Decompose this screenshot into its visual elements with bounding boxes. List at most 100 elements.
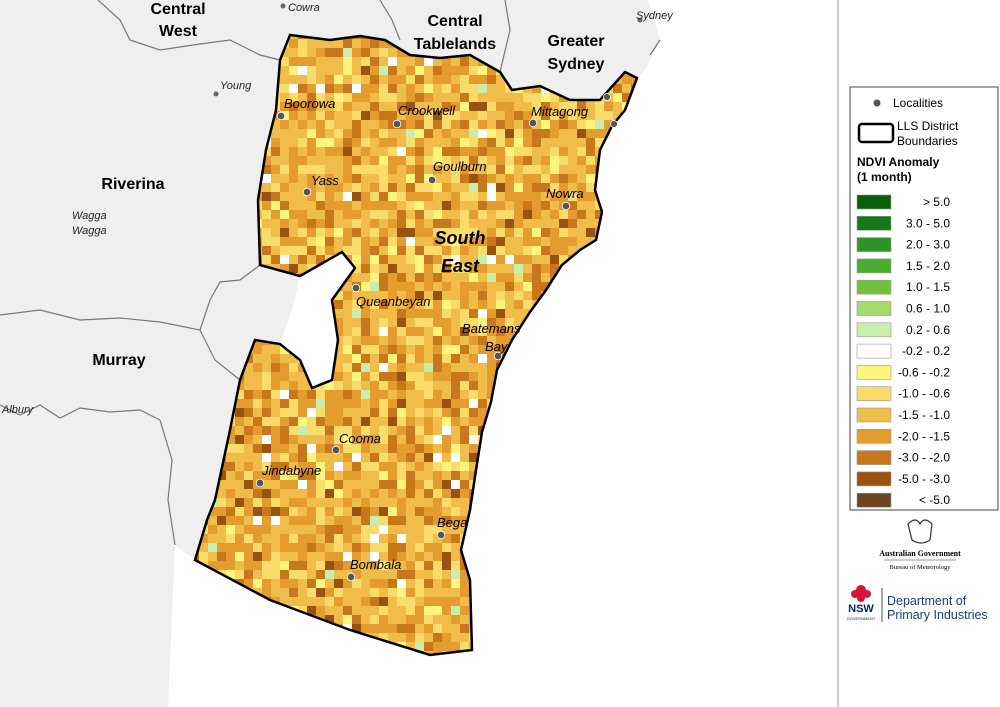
logo-text: Bureau of Meteorology (889, 564, 951, 571)
ndvi-cell (361, 93, 371, 103)
ndvi-cell (325, 498, 335, 508)
ndvi-cell (280, 165, 290, 175)
ndvi-cell (280, 192, 290, 202)
ndvi-cell (388, 291, 398, 301)
ndvi-cell (442, 453, 452, 463)
ndvi-cell (226, 516, 236, 526)
ndvi-cell (460, 210, 470, 220)
ndvi-cell (352, 588, 362, 598)
ndvi-cell (343, 552, 353, 562)
label-line: (1 month) (857, 170, 912, 184)
ndvi-cell (388, 246, 398, 256)
ndvi-cell (505, 147, 515, 157)
ndvi-cell (523, 219, 533, 229)
ndvi-cell (406, 516, 416, 526)
ndvi-cell (559, 255, 569, 265)
ndvi-cell (478, 255, 488, 265)
ndvi-cell (424, 57, 434, 67)
ndvi-cell (379, 345, 389, 355)
ndvi-cell (514, 309, 524, 319)
ndvi-cell (325, 480, 335, 490)
ndvi-cell (289, 57, 299, 67)
ndvi-cell (325, 390, 335, 400)
legend-locality-symbol (873, 99, 881, 107)
ndvi-cell (370, 543, 380, 553)
ndvi-cell (253, 426, 263, 436)
ndvi-cell (406, 300, 416, 310)
ndvi-cell (451, 120, 461, 130)
ndvi-cell (406, 192, 416, 202)
ndvi-cell (478, 291, 488, 301)
ndvi-cell (460, 444, 470, 454)
ndvi-cell (334, 147, 344, 157)
ndvi-cell (406, 552, 416, 562)
ndvi-cell (442, 381, 452, 391)
ndvi-cell (343, 129, 353, 139)
ndvi-cell (478, 120, 488, 130)
ndvi-cell (289, 75, 299, 85)
ndvi-cell (226, 480, 236, 490)
ndvi-cell (424, 480, 434, 490)
ndvi-cell (424, 579, 434, 589)
ndvi-cell (271, 183, 281, 193)
ndvi-cell (505, 201, 515, 211)
ndvi-cell (298, 561, 308, 571)
ndvi-cell (415, 543, 425, 553)
ndvi-cell (424, 435, 434, 445)
ndvi-cell (343, 480, 353, 490)
ndvi-cell (307, 471, 317, 481)
ndvi-cell (379, 579, 389, 589)
ndvi-cell (415, 606, 425, 616)
ndvi-cell (370, 156, 380, 166)
ndvi-cell (262, 246, 272, 256)
ndvi-cell (397, 372, 407, 382)
ndvi-cell (595, 129, 605, 139)
ndvi-cell (406, 129, 416, 139)
ndvi-cell (370, 93, 380, 103)
ndvi-cell (361, 129, 371, 139)
ndvi-cell (478, 309, 488, 319)
ndvi-cell (262, 399, 272, 409)
ndvi-cell (307, 147, 317, 157)
ndvi-cell (415, 75, 425, 85)
ndvi-cell (577, 165, 587, 175)
ndvi-cell (352, 417, 362, 427)
ndvi-cell (271, 552, 281, 562)
ndvi-cell (424, 462, 434, 472)
ndvi-cell (487, 156, 497, 166)
ndvi-cell (307, 75, 317, 85)
ndvi-cell (469, 390, 479, 400)
ndvi-cell (442, 363, 452, 373)
ndvi-cell (325, 543, 335, 553)
ndvi-cell (298, 480, 308, 490)
ndvi-cell (451, 165, 461, 175)
ndvi-cell (379, 444, 389, 454)
ndvi-cell (469, 183, 479, 193)
ndvi-cell (334, 399, 344, 409)
ndvi-cell (433, 282, 443, 292)
ndvi-cell (379, 138, 389, 148)
ndvi-cell (415, 174, 425, 184)
ndvi-cell (361, 111, 371, 121)
ndvi-cell (334, 579, 344, 589)
ndvi-cell (298, 489, 308, 499)
ndvi-cell (289, 453, 299, 463)
ndvi-cell (397, 237, 407, 247)
ndvi-cell (415, 210, 425, 220)
ndvi-cell (388, 219, 398, 229)
ndvi-cell (424, 651, 434, 655)
ndvi-cell (451, 66, 461, 76)
ndvi-cell (379, 48, 389, 58)
ndvi-cell (334, 453, 344, 463)
ndvi-cell (370, 48, 380, 58)
ndvi-cell (388, 633, 398, 643)
ndvi-cell (460, 120, 470, 130)
ndvi-cell (433, 471, 443, 481)
ndvi-cell (577, 174, 587, 184)
ndvi-cell (370, 282, 380, 292)
ndvi-cell (541, 102, 551, 112)
ndvi-cell (568, 120, 578, 130)
ndvi-cell (334, 390, 344, 400)
ndvi-cell (469, 138, 479, 148)
ndvi-cell (253, 516, 263, 526)
